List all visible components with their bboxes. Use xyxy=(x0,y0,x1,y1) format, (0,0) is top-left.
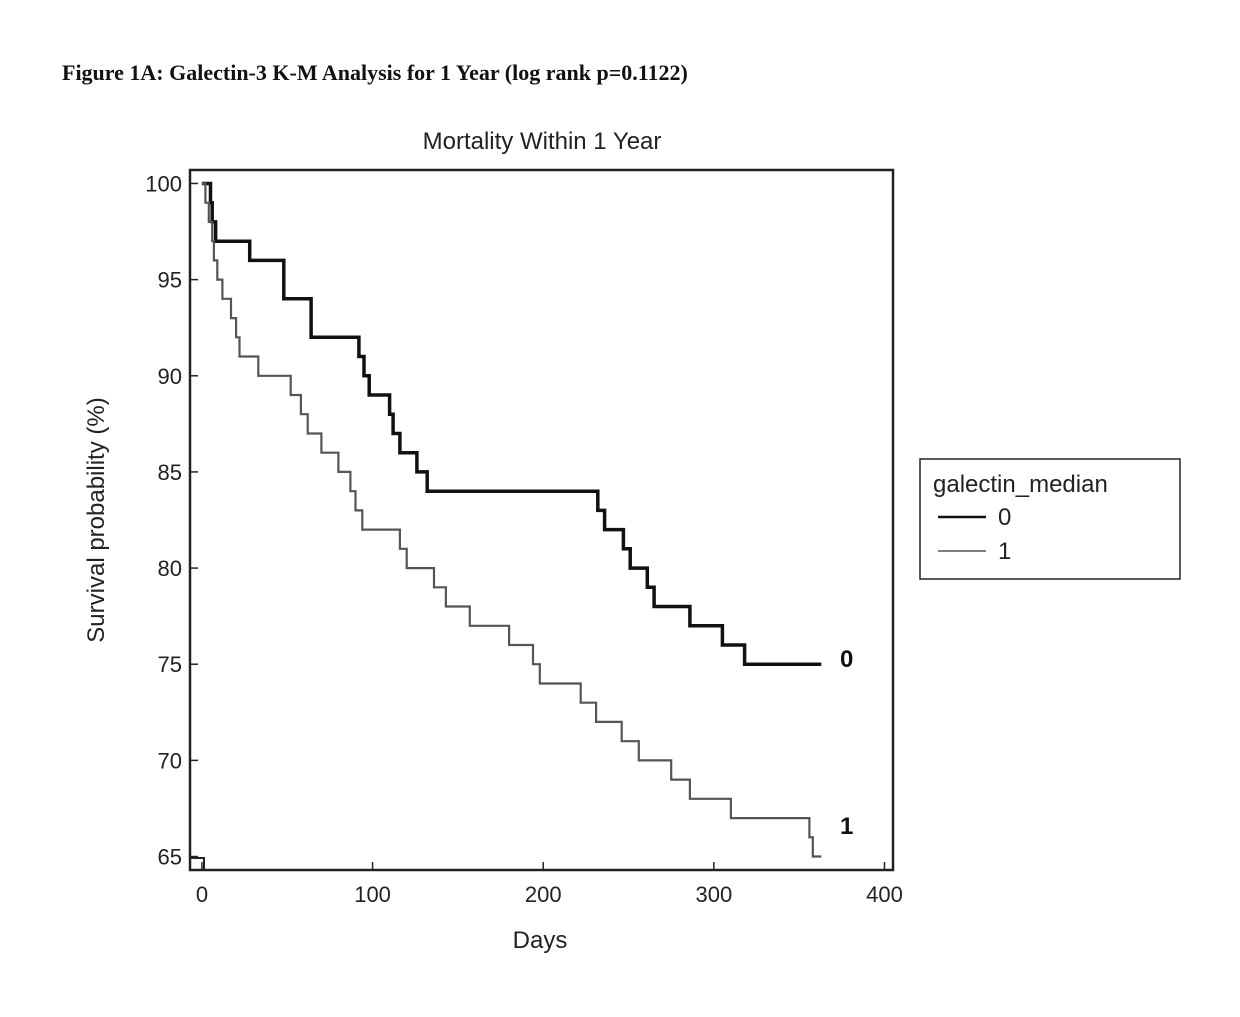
legend-box xyxy=(919,458,1181,580)
y-tick-label: 65 xyxy=(158,845,182,870)
y-axis-label: Survival probability (%) xyxy=(83,397,110,642)
corner-mark xyxy=(190,857,205,870)
y-tick-label: 75 xyxy=(158,652,182,677)
figure-caption: Figure 1A: Galectin-3 K-M Analysis for 1… xyxy=(62,60,688,85)
series-0-line xyxy=(201,181,822,666)
x-tick-label: 400 xyxy=(866,882,903,907)
y-tick-label: 80 xyxy=(158,556,182,581)
y-axis: 65 70 75 80 85 90 95 100 xyxy=(145,171,198,870)
legend-label-0: 0 xyxy=(998,504,1011,531)
series-1-end-label: 1 xyxy=(840,813,853,840)
x-tick-label: 300 xyxy=(695,882,732,907)
series-layer xyxy=(190,181,822,870)
y-tick-label: 70 xyxy=(158,748,182,773)
legend-label-1: 1 xyxy=(998,538,1011,565)
plot-frame xyxy=(188,168,895,872)
x-axis-label: Days xyxy=(513,927,568,954)
x-tick-label: 200 xyxy=(525,882,562,907)
x-axis: 0 100 200 300 400 xyxy=(196,862,903,907)
series-0-end-label: 0 xyxy=(840,646,853,673)
x-tick-label: 100 xyxy=(354,882,391,907)
chart-title: Mortality Within 1 Year xyxy=(423,128,662,155)
y-tick-label: 85 xyxy=(158,460,182,485)
y-tick-label: 95 xyxy=(158,268,182,293)
legend: galectin_median 0 1 xyxy=(919,458,1181,580)
legend-title: galectin_median xyxy=(933,471,1108,498)
y-tick-label: 90 xyxy=(158,364,182,389)
y-tick-label: 100 xyxy=(145,171,182,196)
x-tick-label: 0 xyxy=(196,882,208,907)
series-1-line xyxy=(201,182,822,858)
